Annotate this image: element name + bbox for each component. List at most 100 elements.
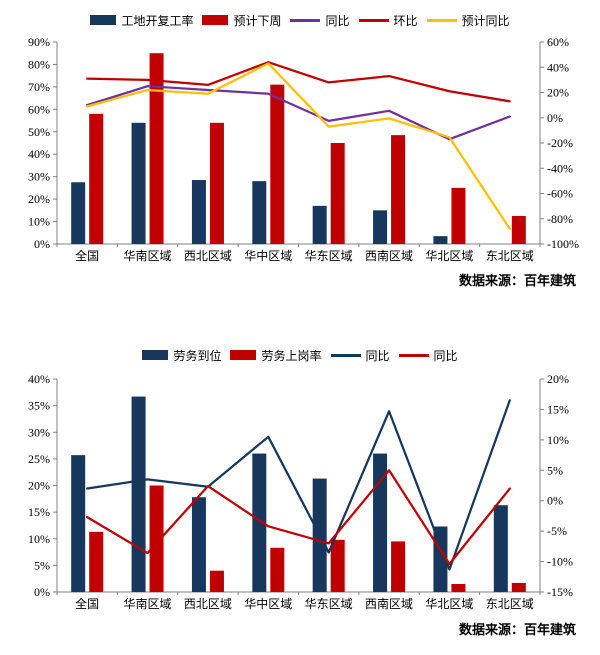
legend-bar-swatch xyxy=(230,350,257,360)
left-axis-tick-label: 20% xyxy=(28,479,50,493)
chart-1-legend: 工地开复工率 预计下周 同比 环比 预计同比 xyxy=(0,10,600,30)
line-同比 xyxy=(86,399,511,571)
category-label: 东北区域 xyxy=(486,597,534,611)
left-axis-tick-label: 60% xyxy=(28,102,50,116)
category-label: 西南区域 xyxy=(365,596,413,611)
legend-line-swatch xyxy=(330,353,361,357)
bar-预计下周 xyxy=(149,53,164,244)
right-axis-tick-label: 20% xyxy=(547,86,569,100)
bar-劳务上岗率 xyxy=(391,541,406,592)
category-label: 华中区域 xyxy=(244,248,292,263)
category-label: 全国 xyxy=(75,596,99,611)
line-同比 xyxy=(86,469,511,566)
legend-line-swatch xyxy=(426,18,457,22)
category-label: 西北区域 xyxy=(184,249,232,263)
chart-1-source-note: 数据来源：百年建筑 xyxy=(458,273,576,288)
legend-bar-swatch xyxy=(142,350,169,360)
left-axis-tick-label: 40% xyxy=(28,372,50,386)
right-axis-tick-label: -100% xyxy=(547,237,579,251)
line-预计同比 xyxy=(86,62,511,230)
legend-label: 劳务到位 xyxy=(173,348,222,363)
category-label: 华东区域 xyxy=(305,597,353,611)
category-label: 华北区域 xyxy=(425,597,473,611)
chart-2-legend: 劳务到位 劳务上岗率 同比 同比 xyxy=(0,345,600,365)
chart-labor-availability: 劳务到位 劳务上岗率 同比 同比 0% 5% 10% 15% 20% 25% 30% 35% 40% -… xyxy=(0,345,600,638)
chart-work-resumption: 工地开复工率 预计下周 同比 环比 预计同比 0% 10% 20% 30% 40% 50% 60% 7… xyxy=(0,0,600,289)
bar-预计下周 xyxy=(270,84,285,244)
bar-劳务到位 xyxy=(131,396,146,592)
bar-劳务到位 xyxy=(493,505,508,592)
bar-工地开复工率 xyxy=(131,122,146,244)
left-axis-tick-label: 0% xyxy=(34,237,50,251)
legend-item: 劳务到位 xyxy=(142,347,221,364)
legend-item: 劳务上岗率 xyxy=(230,347,322,364)
left-axis-tick-label: 70% xyxy=(28,80,50,94)
bar-劳务上岗率 xyxy=(511,582,526,592)
bar-劳务上岗率 xyxy=(89,531,104,592)
right-axis-tick-label: -5% xyxy=(547,524,567,538)
legend-line-swatch xyxy=(398,353,429,357)
right-axis-tick-label: -40% xyxy=(547,161,573,175)
bar-劳务上岗率 xyxy=(270,547,285,592)
right-axis-tick-label: -60% xyxy=(547,187,573,201)
bar-工地开复工率 xyxy=(373,210,388,244)
right-axis-tick-label: -15% xyxy=(547,585,573,599)
bar-预计下周 xyxy=(391,135,406,244)
left-axis-tick-label: 15% xyxy=(28,505,50,519)
bar-预计下周 xyxy=(89,113,104,244)
bar-工地开复工率 xyxy=(252,181,267,244)
category-label: 华中区域 xyxy=(244,596,292,611)
right-axis-tick-label: 60% xyxy=(547,35,569,49)
left-axis-tick-label: 10% xyxy=(28,532,50,546)
category-label: 华东区域 xyxy=(305,249,353,263)
chart-1-plot: 0% 10% 20% 30% 40% 50% 60% 70% 80% 90% -100% -80% -6… xyxy=(28,35,579,263)
bar-工地开复工率 xyxy=(433,236,448,244)
bar-劳务上岗率 xyxy=(149,485,164,592)
left-axis-tick-label: 35% xyxy=(28,399,50,413)
legend-label: 同比 xyxy=(433,348,458,363)
legend-item: 预计同比 xyxy=(426,12,510,29)
legend-label: 环比 xyxy=(393,13,418,28)
left-axis-tick-label: 90% xyxy=(28,35,50,49)
legend-label: 预计同比 xyxy=(461,13,510,28)
category-label: 华南区域 xyxy=(124,596,172,611)
legend-item: 同比 xyxy=(330,347,390,364)
right-axis-tick-label: 0% xyxy=(547,494,563,508)
right-axis-tick-label: 15% xyxy=(547,402,569,416)
bar-劳务到位 xyxy=(71,455,86,592)
bar-预计下周 xyxy=(451,187,466,244)
right-axis-tick-label: -10% xyxy=(547,555,573,569)
left-axis-tick-label: 10% xyxy=(28,215,50,229)
left-axis-tick-label: 80% xyxy=(28,57,50,71)
category-label: 西南区域 xyxy=(365,248,413,263)
chart-2-plot: 0% 5% 10% 15% 20% 25% 30% 35% 40% -15% -10% -5% 0% 5%… xyxy=(28,372,573,611)
bar-劳务到位 xyxy=(191,497,206,592)
category-label: 全国 xyxy=(75,248,99,263)
legend-bar-swatch xyxy=(202,15,229,25)
bar-劳务到位 xyxy=(252,453,267,592)
bar-劳务上岗率 xyxy=(209,570,224,592)
bar-劳务上岗率 xyxy=(330,539,345,592)
category-label: 华北区域 xyxy=(425,249,473,263)
left-axis-tick-label: 5% xyxy=(34,558,50,572)
legend-item: 同比 xyxy=(398,347,458,364)
right-axis-tick-label: 0% xyxy=(547,111,563,125)
legend-label: 预计下周 xyxy=(233,13,282,28)
right-axis-tick-label: 10% xyxy=(547,433,569,447)
bar-工地开复工率 xyxy=(191,180,206,244)
bar-工地开复工率 xyxy=(312,205,327,244)
category-label: 东北区域 xyxy=(486,249,534,263)
right-axis-tick-label: -80% xyxy=(547,212,573,226)
legend-line-swatch xyxy=(290,18,321,22)
legend-label: 劳务上岗率 xyxy=(261,348,322,363)
category-label: 西北区域 xyxy=(184,597,232,611)
legend-line-swatch xyxy=(358,18,389,22)
left-axis-tick-label: 40% xyxy=(28,147,50,161)
bar-预计下周 xyxy=(209,122,224,244)
legend-item: 同比 xyxy=(290,12,350,29)
legend-item: 工地开复工率 xyxy=(90,12,193,29)
left-axis-tick-label: 25% xyxy=(28,452,50,466)
legend-bar-swatch xyxy=(90,15,117,25)
category-label: 华南区域 xyxy=(124,248,172,263)
